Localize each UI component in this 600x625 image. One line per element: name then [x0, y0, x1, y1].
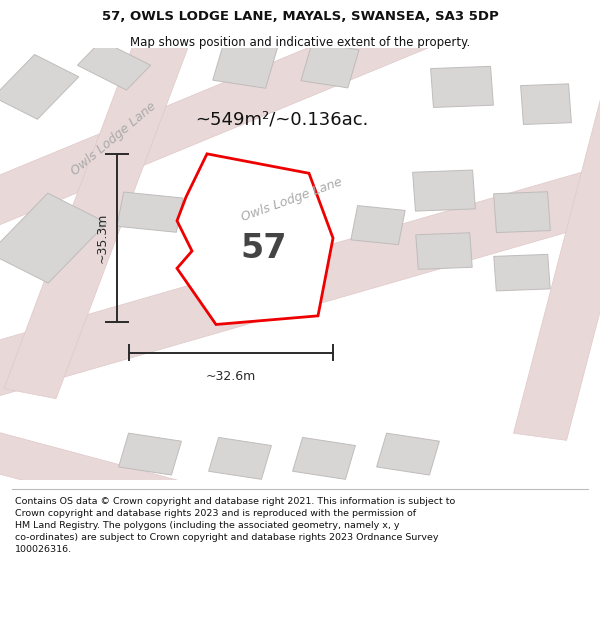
Polygon shape [119, 433, 181, 475]
Polygon shape [301, 42, 359, 88]
Polygon shape [521, 84, 571, 124]
Text: 57, OWLS LODGE LANE, MAYALS, SWANSEA, SA3 5DP: 57, OWLS LODGE LANE, MAYALS, SWANSEA, SA… [101, 9, 499, 22]
Text: Map shows position and indicative extent of the property.: Map shows position and indicative extent… [130, 36, 470, 49]
Polygon shape [0, 54, 79, 119]
Polygon shape [416, 232, 472, 269]
Polygon shape [117, 192, 183, 232]
Text: 57: 57 [241, 232, 287, 266]
Polygon shape [209, 438, 271, 479]
Polygon shape [4, 21, 194, 399]
Text: ~35.3m: ~35.3m [95, 213, 109, 263]
Polygon shape [200, 206, 256, 253]
Polygon shape [0, 8, 435, 231]
Text: ~32.6m: ~32.6m [206, 370, 256, 383]
Polygon shape [77, 41, 151, 90]
Polygon shape [0, 193, 107, 283]
Polygon shape [494, 192, 550, 232]
Text: Owls Lodge Lane: Owls Lodge Lane [240, 175, 344, 224]
Polygon shape [431, 66, 493, 108]
Polygon shape [177, 154, 333, 324]
Polygon shape [413, 170, 475, 211]
Polygon shape [377, 433, 439, 475]
Polygon shape [293, 438, 355, 479]
Text: Contains OS data © Crown copyright and database right 2021. This information is : Contains OS data © Crown copyright and d… [15, 498, 455, 554]
Polygon shape [494, 254, 550, 291]
Text: Owls Lodge Lane: Owls Lodge Lane [69, 99, 159, 178]
Polygon shape [213, 34, 279, 88]
Polygon shape [351, 206, 405, 244]
Polygon shape [0, 154, 600, 409]
Polygon shape [514, 88, 600, 441]
Text: ~549m²/~0.136ac.: ~549m²/~0.136ac. [196, 110, 368, 128]
Polygon shape [0, 428, 190, 520]
